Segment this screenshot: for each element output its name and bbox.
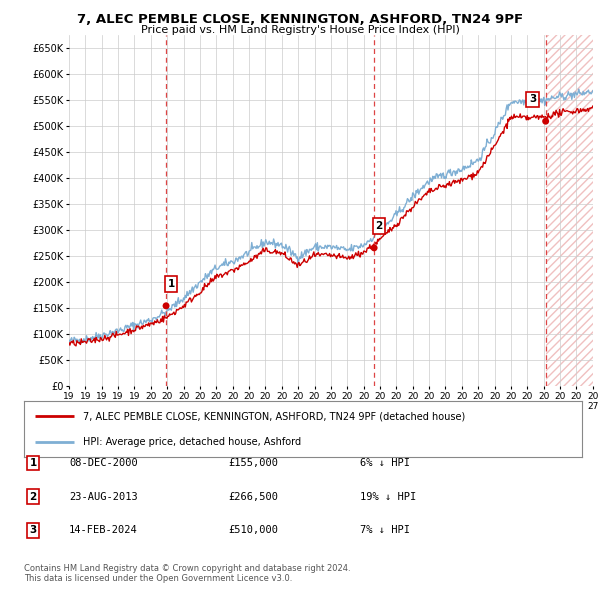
Text: 2: 2 xyxy=(376,221,383,231)
Text: Price paid vs. HM Land Registry's House Price Index (HPI): Price paid vs. HM Land Registry's House … xyxy=(140,25,460,35)
Text: 2: 2 xyxy=(29,492,37,502)
Text: 1: 1 xyxy=(29,458,37,468)
Text: 14-FEB-2024: 14-FEB-2024 xyxy=(69,526,138,535)
Text: 7, ALEC PEMBLE CLOSE, KENNINGTON, ASHFORD, TN24 9PF (detached house): 7, ALEC PEMBLE CLOSE, KENNINGTON, ASHFOR… xyxy=(83,411,465,421)
Point xyxy=(370,243,379,253)
Text: Contains HM Land Registry data © Crown copyright and database right 2024.
This d: Contains HM Land Registry data © Crown c… xyxy=(24,563,350,583)
Text: £155,000: £155,000 xyxy=(228,458,278,468)
Text: 08-DEC-2000: 08-DEC-2000 xyxy=(69,458,138,468)
Text: 23-AUG-2013: 23-AUG-2013 xyxy=(69,492,138,502)
Text: £266,500: £266,500 xyxy=(228,492,278,502)
Text: 6% ↓ HPI: 6% ↓ HPI xyxy=(360,458,410,468)
Text: 3: 3 xyxy=(529,94,536,104)
Point xyxy=(161,301,171,310)
Text: 7% ↓ HPI: 7% ↓ HPI xyxy=(360,526,410,535)
Bar xyxy=(545,35,593,386)
Text: 7, ALEC PEMBLE CLOSE, KENNINGTON, ASHFORD, TN24 9PF: 7, ALEC PEMBLE CLOSE, KENNINGTON, ASHFOR… xyxy=(77,13,523,26)
Text: 19% ↓ HPI: 19% ↓ HPI xyxy=(360,492,416,502)
Point xyxy=(541,116,550,126)
Text: £510,000: £510,000 xyxy=(228,526,278,535)
Text: 1: 1 xyxy=(167,279,175,289)
Text: 3: 3 xyxy=(29,526,37,535)
Text: HPI: Average price, detached house, Ashford: HPI: Average price, detached house, Ashf… xyxy=(83,437,301,447)
